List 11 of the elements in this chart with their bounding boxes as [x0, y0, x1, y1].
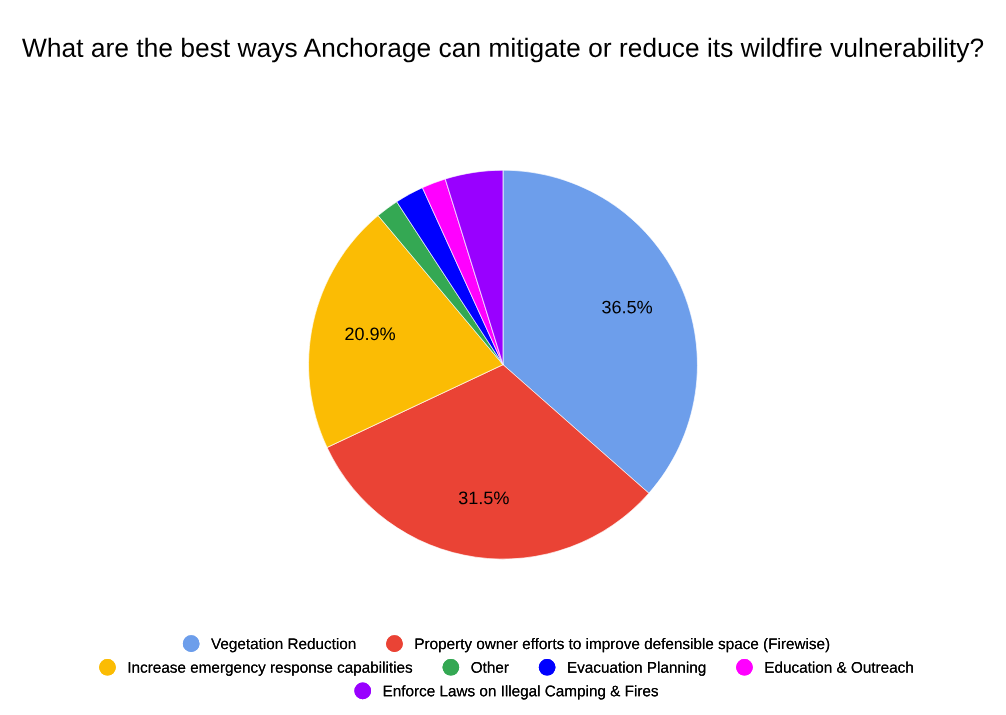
legend-label: Evacuation Planning [568, 661, 706, 676]
legend-label: Vegetation Reduction [211, 637, 356, 653]
chart-title: What are the best ways Anchorage can mitigate or reduce its wildfire vulnerability? [22, 37, 984, 63]
data-label: 20.9% [345, 327, 396, 341]
legend-label: Enforce Laws on Illegal Camping & Fires [383, 685, 659, 700]
data-label: 36.5% [602, 300, 653, 314]
legend-label: Property owner efforts to improve defensible space (Firewise) [415, 637, 830, 653]
legend-label: Other [471, 661, 509, 673]
legend-label: Increase emergency response capabilities [128, 661, 413, 676]
data-label: 31.5% [458, 491, 509, 505]
legend-label: Education & Outreach [765, 661, 913, 673]
